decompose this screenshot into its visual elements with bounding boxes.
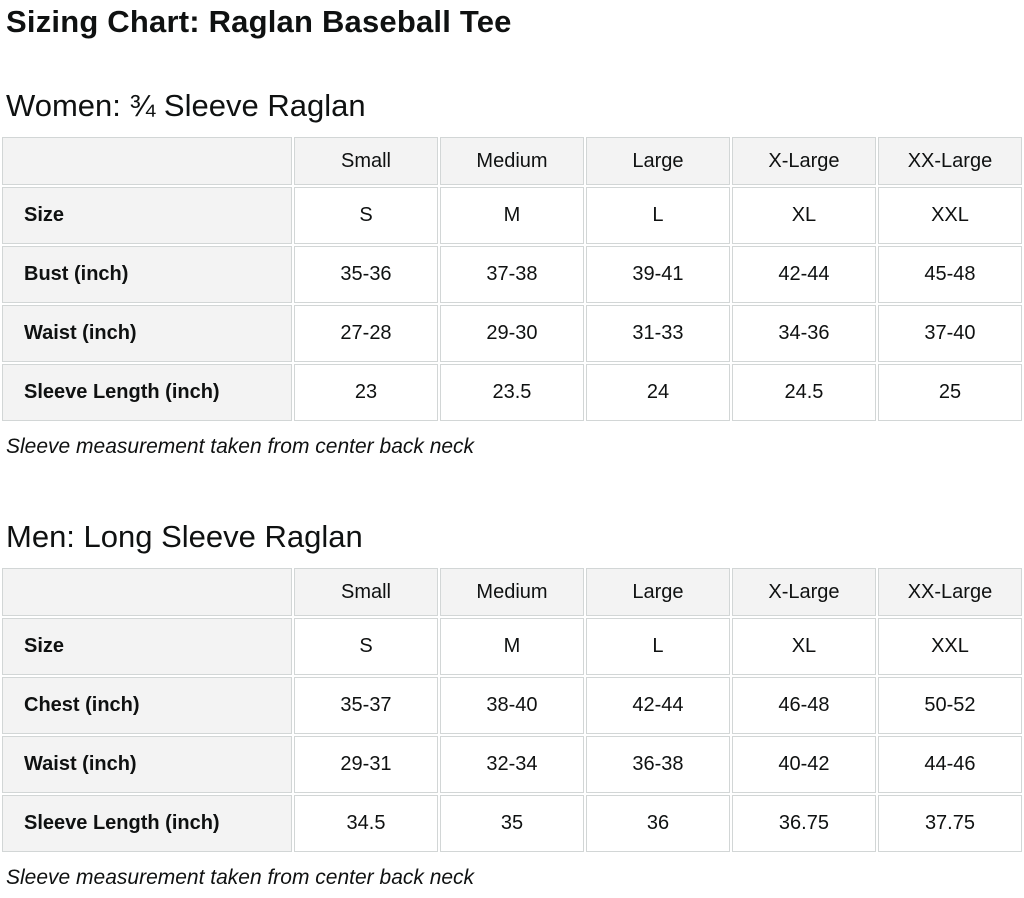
cell-value: S [294, 187, 438, 244]
column-header-xlarge: X-Large [731, 568, 876, 616]
table-row-size: Size S M L XL XXL [2, 187, 1022, 244]
cell-value: 31-33 [585, 305, 730, 362]
table-row-bust: Bust (inch) 35-36 37-38 39-41 42-44 45-4… [2, 246, 1022, 303]
section-men: Men: Long Sleeve Raglan Small Medium Lar… [0, 517, 1024, 891]
cell-value: 42-44 [585, 677, 730, 734]
table-row-waist: Waist (inch) 27-28 29-30 31-33 34-36 37-… [2, 305, 1022, 362]
cell-value: 45-48 [877, 246, 1022, 303]
cell-value: XXL [877, 618, 1022, 675]
cell-value: 23 [294, 364, 438, 421]
column-header-xlarge: X-Large [731, 137, 876, 185]
cell-value: 35 [439, 795, 584, 852]
table-row-sleeve-length: Sleeve Length (inch) 23 23.5 24 24.5 25 [2, 364, 1022, 421]
cell-value: 36-38 [585, 736, 730, 793]
cell-value: 24 [585, 364, 730, 421]
women-table-note: Sleeve measurement taken from center bac… [6, 435, 475, 458]
row-label-size: Size [2, 618, 292, 675]
cell-value: 32-34 [439, 736, 584, 793]
cell-value: M [439, 618, 584, 675]
cell-value: L [585, 187, 730, 244]
men-table-header-row: Small Medium Large X-Large XX-Large [2, 568, 1022, 616]
column-header-blank [2, 137, 292, 185]
column-header-xxlarge: XX-Large [877, 568, 1022, 616]
women-section-heading: Women: ¾ Sleeve Raglan [6, 88, 366, 123]
cell-value: 27-28 [294, 305, 438, 362]
table-row-waist: Waist (inch) 29-31 32-34 36-38 40-42 44-… [2, 736, 1022, 793]
cell-value: XL [731, 187, 876, 244]
page-title: Sizing Chart: Raglan Baseball Tee [6, 4, 512, 39]
row-label-size: Size [2, 187, 292, 244]
cell-value: L [585, 618, 730, 675]
cell-value: 37.75 [877, 795, 1022, 852]
cell-value: S [294, 618, 438, 675]
table-row-chest: Chest (inch) 35-37 38-40 42-44 46-48 50-… [2, 677, 1022, 734]
row-label-bust: Bust (inch) [2, 246, 292, 303]
table-row-size: Size S M L XL XXL [2, 618, 1022, 675]
table-row-sleeve-length: Sleeve Length (inch) 34.5 35 36 36.75 37… [2, 795, 1022, 852]
cell-value: M [439, 187, 584, 244]
column-header-blank [2, 568, 292, 616]
cell-value: 34.5 [294, 795, 438, 852]
cell-value: 50-52 [877, 677, 1022, 734]
column-header-small: Small [294, 568, 438, 616]
column-header-small: Small [294, 137, 438, 185]
men-section-heading: Men: Long Sleeve Raglan [6, 519, 363, 554]
row-label-sleeve-length: Sleeve Length (inch) [2, 795, 292, 852]
cell-value: 46-48 [731, 677, 876, 734]
cell-value: XL [731, 618, 876, 675]
men-table-note: Sleeve measurement taken from center bac… [6, 866, 475, 889]
cell-value: 36 [585, 795, 730, 852]
column-header-medium: Medium [439, 137, 584, 185]
cell-value: 38-40 [439, 677, 584, 734]
cell-value: XXL [877, 187, 1022, 244]
row-label-chest: Chest (inch) [2, 677, 292, 734]
column-header-large: Large [585, 568, 730, 616]
cell-value: 39-41 [585, 246, 730, 303]
cell-value: 29-31 [294, 736, 438, 793]
cell-value: 40-42 [731, 736, 876, 793]
column-header-xxlarge: XX-Large [877, 137, 1022, 185]
cell-value: 44-46 [877, 736, 1022, 793]
cell-value: 34-36 [731, 305, 876, 362]
cell-value: 42-44 [731, 246, 876, 303]
cell-value: 35-37 [294, 677, 438, 734]
cell-value: 23.5 [439, 364, 584, 421]
row-label-waist: Waist (inch) [2, 736, 292, 793]
cell-value: 37-38 [439, 246, 584, 303]
column-header-large: Large [585, 137, 730, 185]
section-women: Women: ¾ Sleeve Raglan Small Medium Larg… [0, 86, 1024, 460]
row-label-sleeve-length: Sleeve Length (inch) [2, 364, 292, 421]
cell-value: 35-36 [294, 246, 438, 303]
men-sizing-table: Small Medium Large X-Large XX-Large Size… [0, 566, 1024, 854]
cell-value: 37-40 [877, 305, 1022, 362]
cell-value: 24.5 [731, 364, 876, 421]
column-header-medium: Medium [439, 568, 584, 616]
women-table-header-row: Small Medium Large X-Large XX-Large [2, 137, 1022, 185]
row-label-waist: Waist (inch) [2, 305, 292, 362]
women-sizing-table: Small Medium Large X-Large XX-Large Size… [0, 135, 1024, 423]
cell-value: 29-30 [439, 305, 584, 362]
cell-value: 36.75 [731, 795, 876, 852]
cell-value: 25 [877, 364, 1022, 421]
